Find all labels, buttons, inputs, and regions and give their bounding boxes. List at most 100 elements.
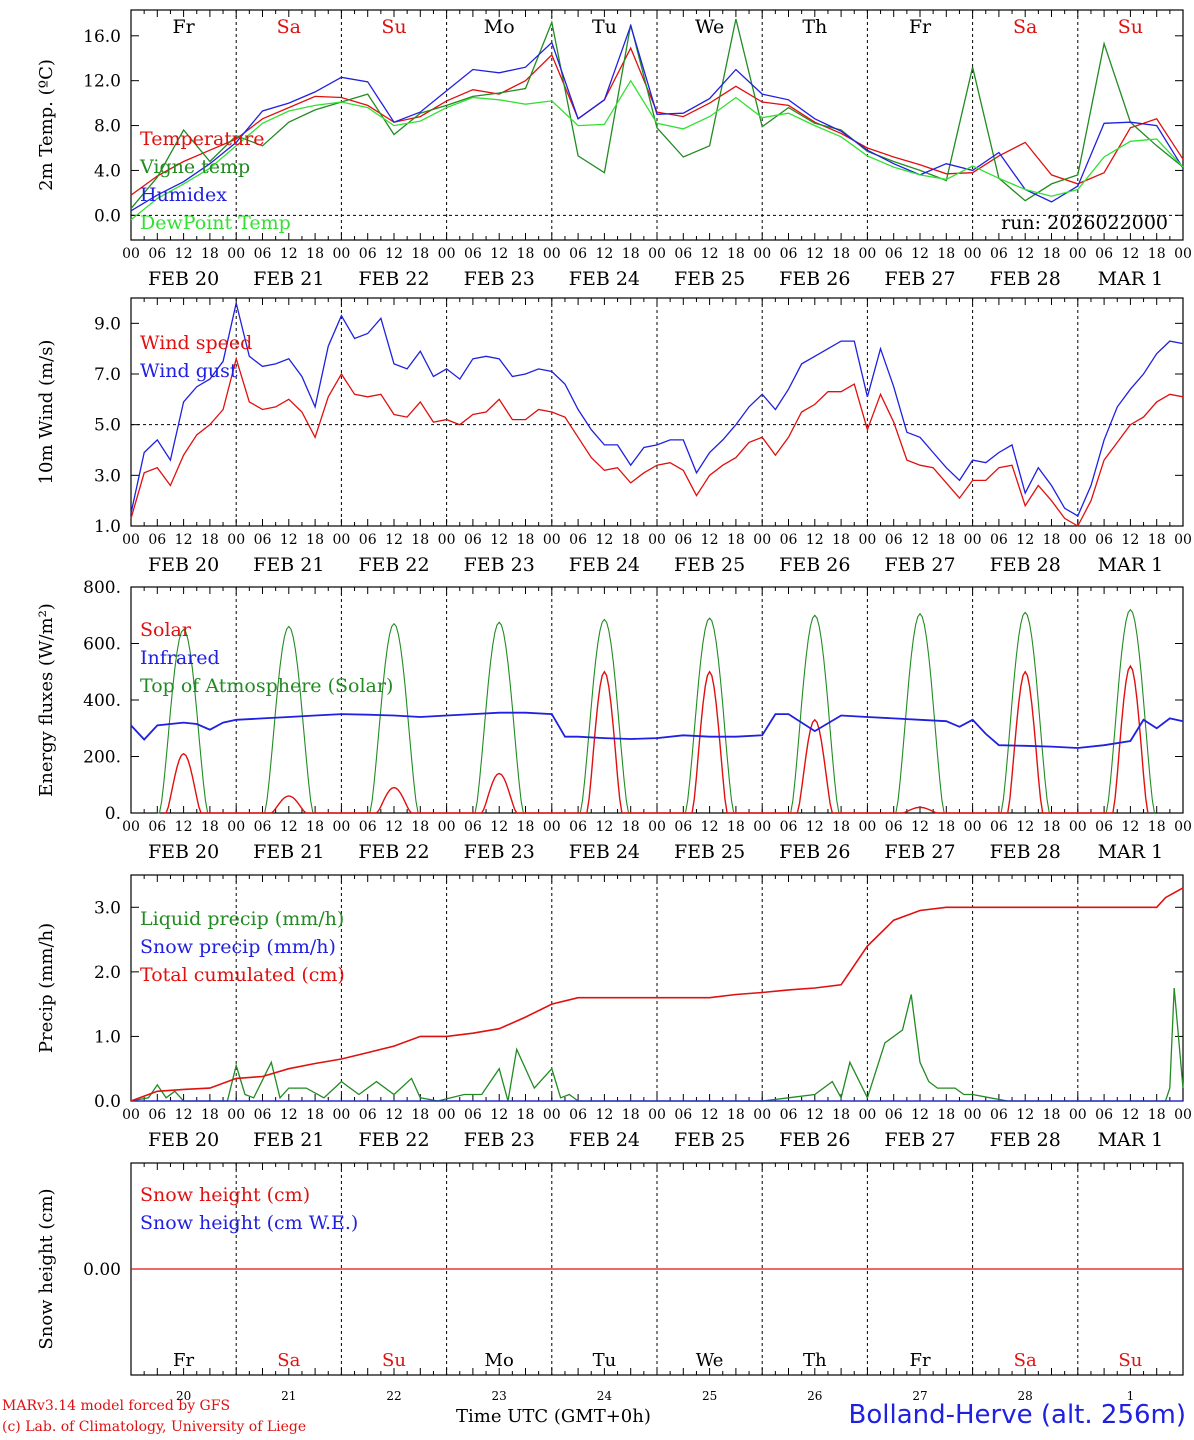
temp-hour-label: 06	[148, 246, 166, 262]
temp-hour-label: 00	[858, 246, 876, 262]
temp-hour-label: 18	[201, 246, 219, 262]
energy-hour-label: 06	[990, 819, 1008, 835]
temp-hour-label: 00	[122, 246, 140, 262]
energy-hour-label: 18	[622, 819, 640, 835]
wind-y-tick-label: 3.0	[94, 466, 121, 486]
temp-hour-label: 00	[648, 246, 666, 262]
snow-weekday-label: Sa	[277, 1350, 300, 1371]
temp-hour-label: 00	[753, 246, 771, 262]
energy-hour-label: 06	[885, 819, 903, 835]
precip-hour-label: 00	[753, 1107, 771, 1123]
temp-hour-label: 12	[385, 246, 403, 262]
temp-y-tick-label: 16.0	[83, 27, 121, 47]
energy-hour-label: 18	[411, 819, 429, 835]
temp-date-label: FEB 28	[990, 268, 1061, 290]
wind-y-tick-label: 5.0	[94, 416, 121, 436]
snow-day-number: 22	[386, 1389, 401, 1403]
wind-hour-label: 12	[490, 532, 508, 548]
wind-hour-label: 12	[385, 532, 403, 548]
precip-legend-entry: Total cumulated (cm)	[140, 964, 345, 986]
temp-hour-label: 00	[1174, 246, 1192, 262]
wind-hour-label: 18	[727, 532, 745, 548]
wind-hour-label: 00	[1174, 532, 1192, 548]
wind-hour-label: 12	[595, 532, 613, 548]
energy-hour-label: 12	[1121, 819, 1139, 835]
wind-hour-label: 12	[1121, 532, 1139, 548]
temp-series-2-line	[130, 23, 1184, 212]
precip-hour-label: 18	[1043, 1107, 1061, 1123]
snow-weekday-label: Tu	[593, 1350, 617, 1371]
precip-legend-entry: Snow precip (mm/h)	[140, 936, 336, 958]
precip-y-tick-label: 3.0	[94, 898, 121, 918]
energy-date-label: MAR 1	[1098, 841, 1164, 863]
temp-hour-label: 18	[727, 246, 745, 262]
wind-hour-label: 06	[780, 532, 798, 548]
credit-line-2: (c) Lab. of Climatology, University of L…	[2, 1419, 307, 1435]
snow-weekday-label: Su	[1118, 1350, 1142, 1371]
precip-hour-label: 00	[1069, 1107, 1087, 1123]
temp-hour-label: 12	[175, 246, 193, 262]
energy-hour-label: 12	[595, 819, 613, 835]
precip-date-label: FEB 25	[674, 1129, 745, 1151]
energy-hour-label: 00	[858, 819, 876, 835]
temp-date-label: FEB 22	[358, 268, 429, 290]
weekday-label: Th	[802, 16, 827, 38]
station-name: Bolland-Herve (alt. 256m)	[848, 1400, 1187, 1430]
precip-date-label: FEB 27	[884, 1129, 955, 1151]
energy-y-tick-label: 400.	[83, 691, 121, 711]
energy-y-tick-label: 600.	[83, 635, 121, 655]
precip-hour-label: 12	[911, 1107, 929, 1123]
wind-hour-label: 00	[753, 532, 771, 548]
energy-legend-entry: Infrared	[140, 647, 220, 669]
snow-day-number: 21	[281, 1389, 296, 1403]
precip-hour-label: 06	[254, 1107, 272, 1123]
wind-hour-label: 18	[1043, 532, 1061, 548]
energy-hour-label: 06	[148, 819, 166, 835]
precip-hour-label: 00	[543, 1107, 561, 1123]
energy-hour-label: 12	[490, 819, 508, 835]
precip-series-0-line	[130, 987, 1184, 1102]
wind-hour-label: 18	[517, 532, 535, 548]
wind-hour-label: 12	[1016, 532, 1034, 548]
weekday-label: We	[695, 16, 724, 38]
energy-hour-label: 18	[1043, 819, 1061, 835]
snow-weekday-label: Th	[803, 1350, 827, 1371]
weekday-label: Fr	[172, 16, 195, 38]
snow-day-number: 25	[702, 1389, 717, 1403]
precip-hour-label: 12	[595, 1107, 613, 1123]
energy-y-tick-label: 0.	[105, 804, 121, 824]
precip-hour-label: 06	[464, 1107, 482, 1123]
wind-series-0-line	[130, 356, 1184, 527]
snow-legend-entry: Snow height (cm W.E.)	[140, 1212, 358, 1234]
energy-hour-label: 00	[332, 819, 350, 835]
wind-y-axis-label: 10m Wind (m/s)	[36, 340, 57, 485]
precip-hour-label: 18	[622, 1107, 640, 1123]
precip-date-label: FEB 23	[464, 1129, 535, 1151]
precip-hour-label: 06	[674, 1107, 692, 1123]
wind-hour-label: 00	[1069, 532, 1087, 548]
energy-hour-label: 06	[1095, 819, 1113, 835]
snow-y-tick-label: 0.00	[83, 1260, 121, 1280]
wind-date-label: FEB 25	[674, 554, 745, 576]
precip-hour-label: 06	[1095, 1107, 1113, 1123]
precip-hour-label: 00	[438, 1107, 456, 1123]
wind-y-tick-label: 9.0	[94, 314, 121, 334]
precip-hour-label: 06	[148, 1107, 166, 1123]
energy-hour-label: 06	[464, 819, 482, 835]
precip-date-label: FEB 24	[569, 1129, 640, 1151]
temp-hour-label: 12	[490, 246, 508, 262]
precip-hour-label: 06	[990, 1107, 1008, 1123]
precip-hour-label: 06	[569, 1107, 587, 1123]
precip-hour-label: 12	[385, 1107, 403, 1123]
wind-date-label: FEB 20	[148, 554, 219, 576]
wind-legend-entry: Wind speed	[140, 332, 252, 354]
temp-hour-label: 06	[569, 246, 587, 262]
energy-hour-label: 00	[1174, 819, 1192, 835]
energy-hour-label: 00	[1069, 819, 1087, 835]
temp-legend-entry: Vigne temp	[139, 156, 250, 178]
energy-date-label: FEB 27	[884, 841, 955, 863]
temp-hour-label: 06	[464, 246, 482, 262]
energy-hour-label: 00	[648, 819, 666, 835]
temp-hour-label: 12	[806, 246, 824, 262]
energy-y-tick-label: 800.	[83, 578, 121, 598]
